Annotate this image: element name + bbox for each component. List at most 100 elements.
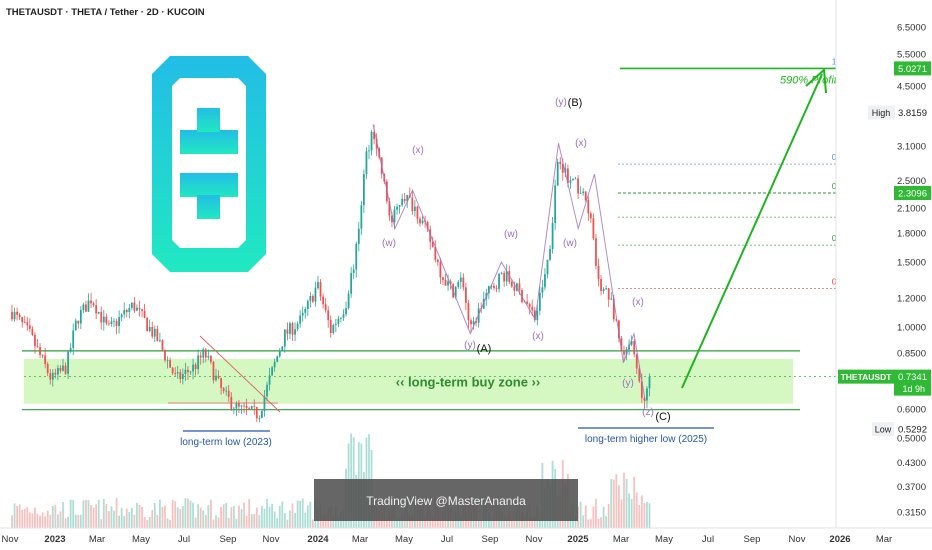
volume-bar [574,515,577,528]
candle-body [125,310,128,313]
candle-body [289,323,291,334]
candle-body [357,228,360,244]
volume-bar [245,515,248,528]
volume-bar [23,508,26,528]
candle-body [605,288,608,290]
candle-body [648,376,651,389]
volume-bar [385,518,388,528]
volume-bar [128,512,131,528]
price-tick-label: 2.5000 [897,176,926,187]
wave-label-x3: (x) [575,138,587,149]
volume-bar [523,516,526,528]
candle-body [253,406,256,407]
volume-bar [57,514,59,528]
candle-body [327,310,330,321]
price-tick-label: 0.3700 [897,482,926,493]
volume-bar [220,506,222,528]
wave-path [372,124,646,402]
volume-bar [87,500,90,528]
candle-body [426,221,429,230]
candle-body [59,367,62,371]
candle-body [470,320,472,325]
volume-bar [120,507,123,528]
candle-body [567,168,569,183]
wave-label-w2: (w) [504,229,518,240]
candle-body [108,323,110,325]
candle-body [595,238,597,266]
volume-bar [633,476,636,528]
candle-body [544,274,546,288]
candle-body [546,259,549,275]
volume-bar [92,507,95,528]
candle-body [528,303,531,307]
candle-body [365,151,368,175]
candle-body [370,131,373,151]
volume-bar [230,507,233,528]
volume-bar [263,508,266,528]
volume-bar [232,506,235,528]
volume-bar [401,514,404,528]
volume-bar [194,517,197,528]
volume-bar [138,505,141,528]
candle-body [143,310,146,318]
volume-bar [490,518,493,528]
candle-body [467,302,470,321]
candle-body [306,300,309,310]
candle-body [398,205,401,207]
candle-body [587,200,590,214]
volume-bar [281,501,284,528]
price-tick-label: 1.0000 [897,323,926,334]
candle-body [268,375,271,385]
candle-body [276,356,279,362]
volume-bar [115,498,118,528]
volume-bar [105,503,108,528]
volume-bar [156,514,159,528]
volume-bar [630,498,633,528]
candle-body [192,364,194,372]
time-tick-label: Sep [744,534,761,545]
symbol-tag: THETAUSDT [841,372,893,382]
volume-bar [212,519,215,528]
candle-body [235,403,238,409]
volume-bar [638,505,641,528]
logo-inner [172,78,246,248]
candle-body [153,328,156,337]
candle-body [457,281,460,287]
candle-body [102,316,105,323]
candle-body [159,340,161,342]
candle-body [444,279,447,286]
candle-body [533,310,536,321]
candle-body [148,326,151,331]
candle-body [322,296,324,305]
candle-body [69,347,72,352]
volume-bar [646,501,648,528]
volume-bar [309,501,312,528]
watermark-text: TradingView @MasterAnanda [366,494,526,508]
volume-bar [431,516,434,528]
candle-body [633,341,636,355]
candle-body [67,351,69,374]
candle-body [263,396,266,411]
volume-bar [79,514,82,528]
time-tick-label: Nov [263,534,280,545]
candle-body [584,191,587,201]
candle-body [516,283,518,291]
candle-body [141,309,143,311]
candle-body [592,218,595,239]
candle-body [536,310,539,321]
watermark-box [314,479,578,521]
volume-bar [49,514,52,528]
candle-body [240,405,243,407]
candle-body [505,271,508,282]
low-label-bg [872,422,894,437]
candle-body [600,278,602,291]
volume-bar [273,511,276,528]
candle-body [271,367,273,376]
candle-body [62,365,64,371]
candle-body [498,273,500,289]
candle-body [100,311,103,323]
volume-bar [207,504,210,528]
wave-layer [372,124,646,402]
volume-bar [332,517,335,528]
